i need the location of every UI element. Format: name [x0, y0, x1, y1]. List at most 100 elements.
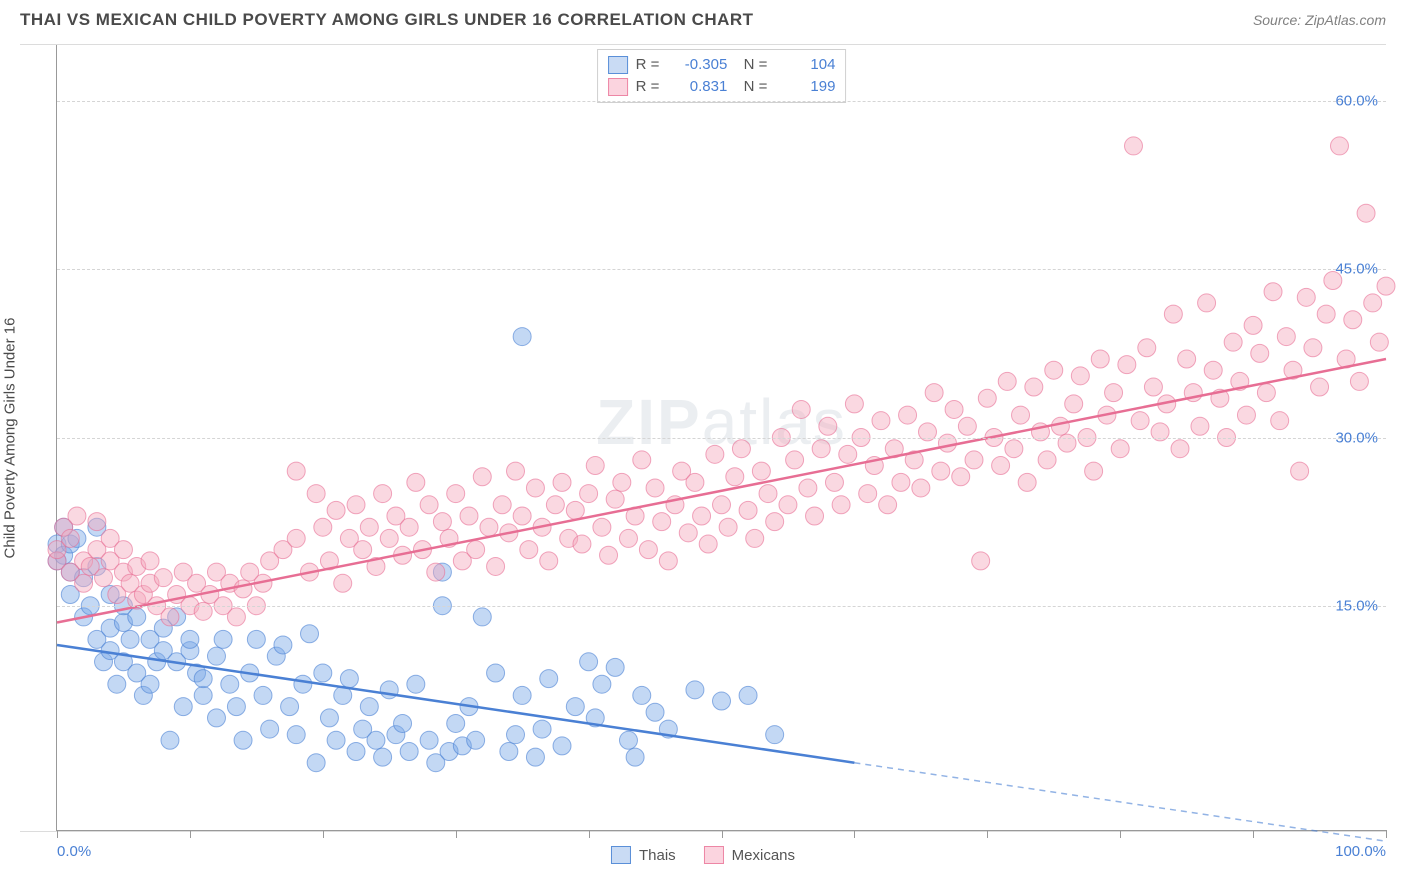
- scatter-point: [394, 714, 412, 732]
- scatter-point: [1124, 137, 1142, 155]
- scatter-point: [234, 731, 252, 749]
- scatter-point: [407, 473, 425, 491]
- scatter-point: [400, 743, 418, 761]
- scatter-point: [679, 524, 697, 542]
- scatter-point: [61, 529, 79, 547]
- scatter-point: [1317, 305, 1335, 323]
- scatter-point: [1204, 361, 1222, 379]
- x-tick: [1253, 830, 1254, 838]
- scatter-point: [566, 698, 584, 716]
- scatter-point: [626, 748, 644, 766]
- scatter-point: [759, 485, 777, 503]
- x-tick: [722, 830, 723, 838]
- scatter-point: [686, 473, 704, 491]
- scatter-point: [1111, 440, 1129, 458]
- scatter-point: [274, 636, 292, 654]
- scatter-point: [513, 328, 531, 346]
- regression-line: [57, 359, 1386, 623]
- scatter-point: [108, 675, 126, 693]
- scatter-point: [407, 675, 425, 693]
- scatter-point: [1291, 462, 1309, 480]
- scatter-point: [693, 507, 711, 525]
- scatter-point: [1251, 344, 1269, 362]
- scatter-point: [128, 608, 146, 626]
- scatter-point: [653, 513, 671, 531]
- scatter-point: [374, 748, 392, 766]
- scatter-point: [294, 675, 312, 693]
- scatter-point: [95, 569, 113, 587]
- chart-title: THAI VS MEXICAN CHILD POVERTY AMONG GIRL…: [20, 10, 754, 30]
- scatter-point: [540, 552, 558, 570]
- n-value-0: 104: [775, 54, 835, 76]
- scatter-point: [806, 507, 824, 525]
- scatter-point: [194, 686, 212, 704]
- scatter-point: [646, 479, 664, 497]
- x-tick: [57, 830, 58, 838]
- scatter-point: [1045, 361, 1063, 379]
- scatter-point: [1118, 356, 1136, 374]
- scatter-point: [899, 406, 917, 424]
- scatter-point: [819, 417, 837, 435]
- scatter-point: [779, 496, 797, 514]
- x-tick-label-left: 0.0%: [57, 843, 91, 860]
- scatter-point: [839, 445, 857, 463]
- scatter-point: [1025, 378, 1043, 396]
- scatter-point: [825, 473, 843, 491]
- scatter-point: [633, 451, 651, 469]
- scatter-point: [513, 686, 531, 704]
- scatter-point: [1105, 384, 1123, 402]
- scatter-point: [447, 714, 465, 732]
- scatter-point: [121, 630, 139, 648]
- scatter-point: [1051, 417, 1069, 435]
- scatter-point: [75, 574, 93, 592]
- scatter-point: [1271, 412, 1289, 430]
- scatter-point: [334, 574, 352, 592]
- scatter-point: [513, 507, 531, 525]
- stat-row-0: R = -0.305 N = 104: [608, 54, 836, 76]
- scatter-point: [314, 518, 332, 536]
- scatter-point: [427, 563, 445, 581]
- scatter-point: [659, 552, 677, 570]
- scatter-point: [978, 389, 996, 407]
- scatter-point: [307, 485, 325, 503]
- scatter-point: [593, 675, 611, 693]
- scatter-point: [247, 630, 265, 648]
- scatter-point: [487, 557, 505, 575]
- scatter-point: [493, 496, 511, 514]
- scatter-point: [181, 630, 199, 648]
- source-label: Source: ZipAtlas.com: [1253, 12, 1386, 28]
- scatter-point: [526, 748, 544, 766]
- scatter-point: [1171, 440, 1189, 458]
- scatter-point: [340, 670, 358, 688]
- x-tick: [854, 830, 855, 838]
- scatter-point: [633, 686, 651, 704]
- scatter-point: [992, 457, 1010, 475]
- scatter-point: [261, 720, 279, 738]
- x-tick: [589, 830, 590, 838]
- scatter-point: [713, 692, 731, 710]
- scatter-point: [600, 546, 618, 564]
- y-axis-label: Child Poverty Among Girls Under 16: [2, 318, 19, 559]
- scatter-point: [1304, 339, 1322, 357]
- scatter-point: [420, 731, 438, 749]
- scatter-point: [533, 720, 551, 738]
- scatter-point: [420, 496, 438, 514]
- scatter-point: [380, 529, 398, 547]
- scatter-point: [88, 513, 106, 531]
- scatter-point: [287, 462, 305, 480]
- scatter-point: [1370, 333, 1388, 351]
- gridline-h: [57, 101, 1386, 102]
- scatter-point: [467, 541, 485, 559]
- scatter-point: [141, 675, 159, 693]
- scatter-point: [367, 731, 385, 749]
- scatter-point: [965, 451, 983, 469]
- scatter-point: [932, 462, 950, 480]
- scatter-point: [360, 518, 378, 536]
- scatter-point: [1237, 406, 1255, 424]
- gridline-h: [57, 269, 1386, 270]
- scatter-point: [732, 440, 750, 458]
- scatter-point: [374, 485, 392, 503]
- r-value-1: 0.831: [667, 76, 727, 98]
- scatter-point: [586, 457, 604, 475]
- x-tick: [323, 830, 324, 838]
